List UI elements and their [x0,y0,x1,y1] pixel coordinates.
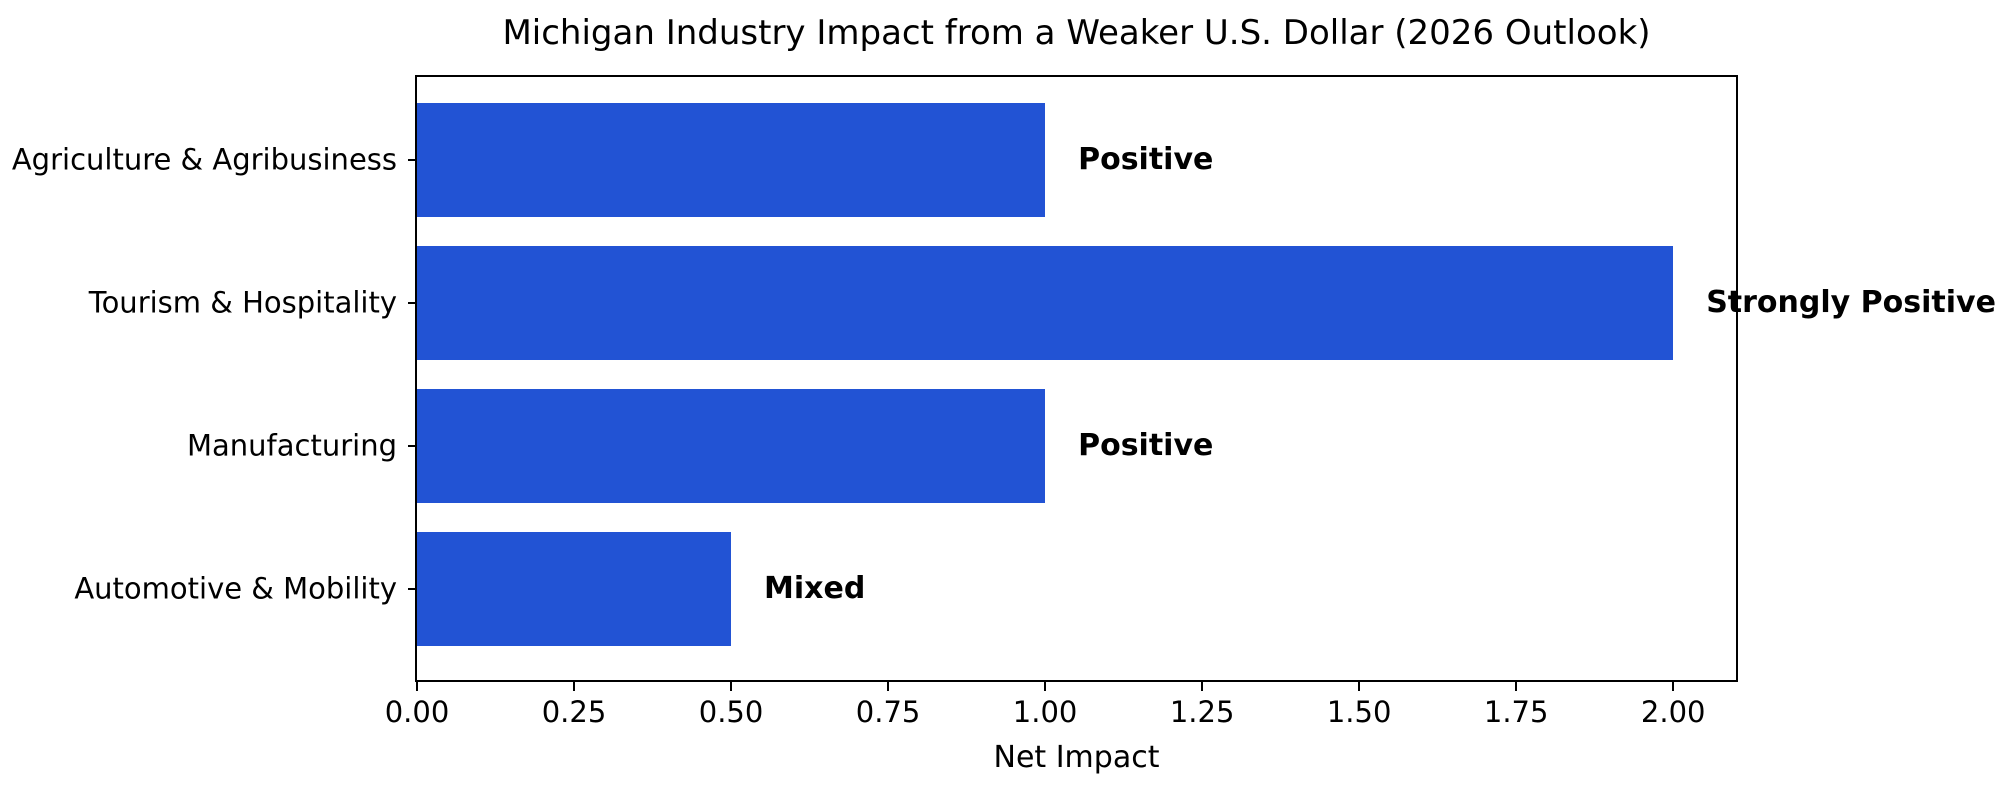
x-tick-mark [416,682,418,691]
y-tick-label: Tourism & Hospitality [88,285,397,320]
bar-value-label: Positive [1078,142,1214,177]
x-tick-mark [1672,682,1675,691]
bar-value-label: Strongly Positive [1706,285,1996,320]
bar [417,532,732,646]
y-tick-mark [408,588,417,590]
bar-value-label: Mixed [764,571,866,606]
bar-value-label: Positive [1078,428,1214,463]
x-tick-mark [887,682,890,691]
x-tick-label: 0.25 [541,695,607,729]
y-tick-mark [408,159,417,161]
y-tick-label: Agriculture & Agribusiness [11,142,397,177]
x-axis-label: Net Impact [993,740,1160,775]
bar [417,389,1046,503]
x-tick-label: 1.75 [1483,695,1549,729]
x-tick-mark [1358,682,1361,691]
x-tick-mark [1515,682,1518,691]
x-tick-label: 1.50 [1326,695,1392,729]
x-tick-label: 1.25 [1169,695,1235,729]
y-tick-mark [408,445,417,447]
bar [417,246,1674,360]
x-tick-mark [730,682,733,691]
x-tick-label: 0.75 [855,695,921,729]
x-tick-label: 2.00 [1640,695,1706,729]
chart-title: Michigan Industry Impact from a Weaker U… [502,13,1651,53]
x-tick-mark [1201,682,1204,691]
x-tick-mark [573,682,576,691]
x-tick-label: 0.50 [698,695,764,729]
y-tick-mark [408,302,417,304]
x-tick-label: 0.00 [384,695,450,729]
y-tick-label: Automotive & Mobility [74,571,397,606]
y-tick-label: Manufacturing [187,428,397,463]
x-tick-mark [1044,682,1047,691]
bar [417,103,1046,217]
x-tick-label: 1.00 [1012,695,1078,729]
